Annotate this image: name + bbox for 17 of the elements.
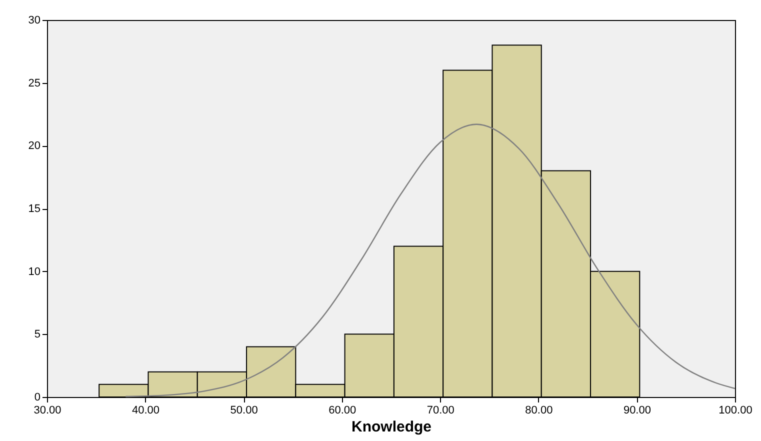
- x-tick-label: 80.00: [525, 404, 553, 416]
- x-tick-label: 90.00: [623, 404, 651, 416]
- x-tick-label: 40.00: [132, 404, 160, 416]
- y-tick-label: 15: [28, 203, 40, 215]
- x-tick-label: 50.00: [230, 404, 258, 416]
- x-axis-title: Knowledge: [351, 418, 432, 436]
- x-tick-label: 70.00: [426, 404, 454, 416]
- y-tick-label: 5: [34, 328, 40, 341]
- line-series: [124, 124, 736, 398]
- x-tick-label: 100.00: [718, 404, 752, 416]
- y-tick-label: 20: [28, 140, 40, 152]
- x-tick-label: 30.00: [34, 404, 62, 416]
- y-tick-label: 0: [34, 392, 40, 404]
- y-tick-label: 25: [28, 77, 40, 90]
- x-tick-label: 60.00: [328, 404, 356, 416]
- y-tick-label: 30: [28, 14, 40, 26]
- y-tick-label: 10: [28, 266, 40, 278]
